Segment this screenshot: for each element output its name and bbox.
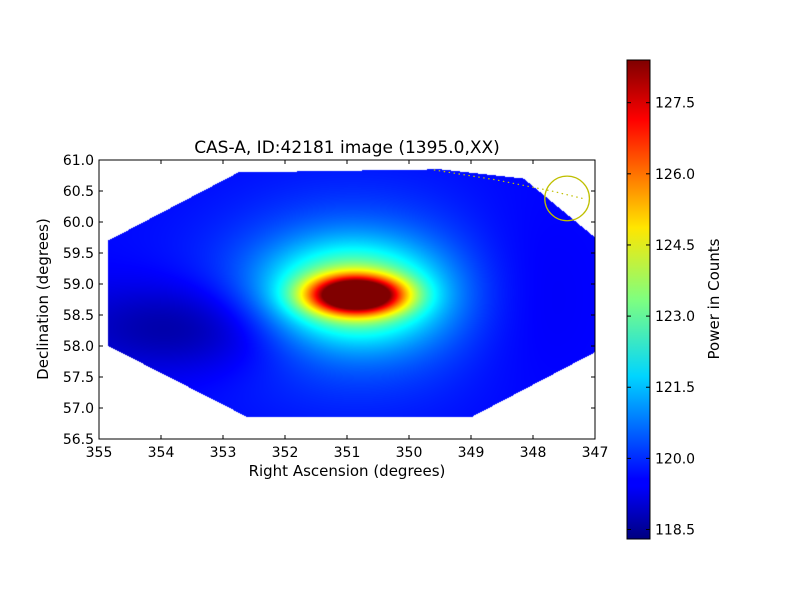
heatmap-image bbox=[99, 160, 595, 439]
colorbar-label: Power in Counts bbox=[705, 238, 723, 359]
y-tick-label: 59.0 bbox=[63, 277, 94, 293]
y-tick-label: 56.5 bbox=[63, 432, 94, 448]
y-tick-label: 57.0 bbox=[63, 401, 94, 417]
y-axis: 56.5 57.0 57.5 58.0 58.5 59.0 59.5 60.0 60.5 61.0 bbox=[63, 153, 595, 448]
x-axis: 355 354 353 352 351 350 349 348 347 bbox=[86, 160, 609, 461]
x-tick-label: 349 bbox=[458, 445, 485, 461]
y-axis-label: Declination (degrees) bbox=[34, 218, 52, 380]
x-tick-label: 347 bbox=[582, 445, 609, 461]
colorbar-tick-label: 126.0 bbox=[655, 167, 695, 183]
y-tick-label: 61.0 bbox=[63, 153, 94, 169]
x-tick-label: 354 bbox=[148, 445, 175, 461]
x-tick-label: 353 bbox=[210, 445, 237, 461]
beam-track-line bbox=[433, 169, 583, 200]
colorbar-tick-label: 127.5 bbox=[655, 96, 695, 112]
plot-area: 355 354 353 352 351 350 349 348 347 56.5 57.0 57.5… bbox=[63, 153, 609, 461]
beam-circle bbox=[544, 175, 591, 222]
y-tick-label: 58.0 bbox=[63, 339, 94, 355]
colorbar-tick-label: 121.5 bbox=[655, 380, 695, 396]
chart-title: CAS-A, ID:42181 image (1395.0,XX) bbox=[194, 138, 500, 158]
x-tick-label: 351 bbox=[334, 445, 361, 461]
colorbar: 118.5 120.0 121.5 123.0 124.5 126.0 127.5 bbox=[626, 59, 695, 540]
colorbar-tick-label: 118.5 bbox=[655, 523, 695, 539]
x-tick-label: 355 bbox=[86, 445, 113, 461]
y-tick-label: 59.5 bbox=[63, 246, 94, 262]
x-tick-label: 352 bbox=[272, 445, 299, 461]
x-tick-label: 348 bbox=[520, 445, 547, 461]
colorbar-tick-label: 123.0 bbox=[655, 309, 695, 325]
y-tick-label: 58.5 bbox=[63, 308, 94, 324]
x-axis-label: Right Ascension (degrees) bbox=[249, 462, 446, 480]
x-tick-label: 350 bbox=[396, 445, 423, 461]
colorbar-ticks: 118.5 120.0 121.5 123.0 124.5 126.0 127.5 bbox=[627, 96, 695, 539]
colorbar-gradient bbox=[626, 59, 651, 540]
y-tick-label: 60.5 bbox=[63, 184, 94, 200]
colorbar-tick-label: 120.0 bbox=[655, 451, 695, 467]
y-tick-label: 60.0 bbox=[63, 215, 94, 231]
colorbar-tick-label: 124.5 bbox=[655, 238, 695, 254]
y-tick-label: 57.5 bbox=[63, 370, 94, 386]
